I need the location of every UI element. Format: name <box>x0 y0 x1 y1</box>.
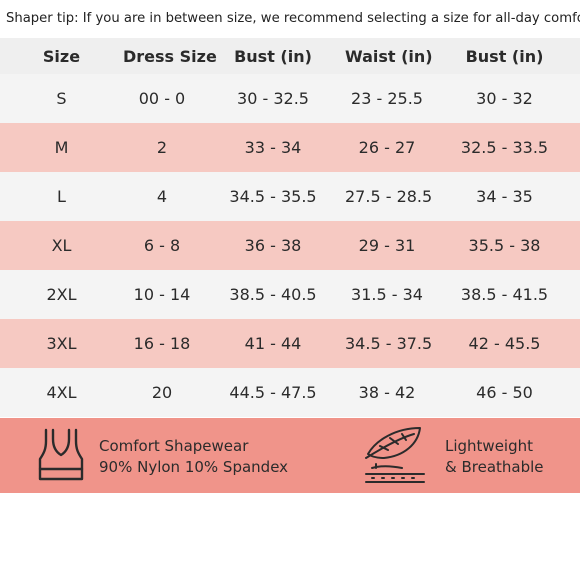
cell-bust-2: 30 - 32 <box>476 89 533 108</box>
cell-waist: 23 - 25.5 <box>351 89 423 108</box>
sports-bra-icon <box>38 428 84 481</box>
table-row: 2XL 10 - 14 38.5 - 40.5 31.5 - 34 38.5 -… <box>0 270 580 319</box>
cell-dress-size: 00 - 0 <box>138 89 186 108</box>
feature-breathable-line2: & Breathable <box>445 458 544 476</box>
cell-dress-size: 2 <box>156 138 168 157</box>
table-row: 4XL 20 44.5 - 47.5 38 - 42 46 - 50 <box>0 368 580 417</box>
feather-icon <box>365 427 425 483</box>
header-waist: Waist (in) <box>345 46 433 66</box>
cell-size: M <box>54 138 69 157</box>
shaper-tip: Shaper tip: If you are in between size, … <box>0 0 580 38</box>
table-row: 3XL 16 - 18 41 - 44 34.5 - 37.5 42 - 45.… <box>0 319 580 368</box>
table-row: S 00 - 0 30 - 32.5 23 - 25.5 30 - 32 <box>0 74 580 123</box>
cell-bust-2: 35.5 - 38 <box>468 236 541 255</box>
table-row: M 2 33 - 34 26 - 27 32.5 - 33.5 <box>0 123 580 172</box>
table-row: L 4 34.5 - 35.5 27.5 - 28.5 34 - 35 <box>0 172 580 221</box>
cell-bust: 41 - 44 <box>244 334 302 353</box>
size-chart-table: Size Dress Size Bust (in) Waist (in) Bus… <box>0 38 580 417</box>
cell-waist: 34.5 - 37.5 <box>345 334 433 353</box>
cell-dress-size: 6 - 8 <box>143 236 181 255</box>
feature-comfort-material: 90% Nylon 10% Spandex <box>99 458 289 476</box>
cell-bust: 34.5 - 35.5 <box>229 187 317 206</box>
feature-breathable: Lightweight & Breathable <box>445 436 544 478</box>
table-row: XL 6 - 8 36 - 38 29 - 31 35.5 - 38 <box>0 221 580 270</box>
cell-bust: 30 - 32.5 <box>237 89 309 108</box>
cell-size: 2XL <box>46 285 77 304</box>
cell-size: S <box>56 89 67 108</box>
cell-bust-2: 38.5 - 41.5 <box>460 285 549 304</box>
cell-bust: 44.5 - 47.5 <box>229 383 317 402</box>
cell-size: 3XL <box>46 334 77 353</box>
header-size: Size <box>42 46 81 66</box>
cell-dress-size: 4 <box>156 187 168 206</box>
cell-dress-size: 10 - 14 <box>133 285 191 304</box>
cell-bust: 33 - 34 <box>244 138 302 157</box>
cell-bust-2: 42 - 45.5 <box>468 334 541 353</box>
cell-waist: 38 - 42 <box>358 383 416 402</box>
cell-bust-2: 32.5 - 33.5 <box>460 138 549 157</box>
features-banner <box>0 418 580 493</box>
cell-bust: 38.5 - 40.5 <box>229 285 317 304</box>
cell-waist: 31.5 - 34 <box>351 285 423 304</box>
cell-dress-size: 20 <box>151 383 173 402</box>
feature-comfort: Comfort Shapewear 90% Nylon 10% Spandex <box>99 436 288 478</box>
header-bust: Bust (in) <box>234 46 312 66</box>
feature-breathable-line1: Lightweight <box>445 437 534 455</box>
table-header-row: Size Dress Size Bust (in) Waist (in) Bus… <box>0 38 580 74</box>
cell-waist: 29 - 31 <box>358 236 416 255</box>
cell-bust: 36 - 38 <box>244 236 302 255</box>
header-dress-size: Dress Size <box>123 46 217 66</box>
cell-size: L <box>57 187 66 206</box>
cell-waist: 27.5 - 28.5 <box>345 187 433 206</box>
cell-bust-2: 34 - 35 <box>476 187 533 206</box>
cell-size: XL <box>51 236 72 255</box>
cell-dress-size: 16 - 18 <box>133 334 191 353</box>
cell-waist: 26 - 27 <box>358 138 416 157</box>
blank-area <box>0 493 580 580</box>
cell-bust-2: 46 - 50 <box>476 383 533 402</box>
feature-comfort-title: Comfort Shapewear <box>99 437 249 455</box>
header-bust-2: Bust (in) <box>465 46 544 66</box>
cell-size: 4XL <box>46 383 77 402</box>
